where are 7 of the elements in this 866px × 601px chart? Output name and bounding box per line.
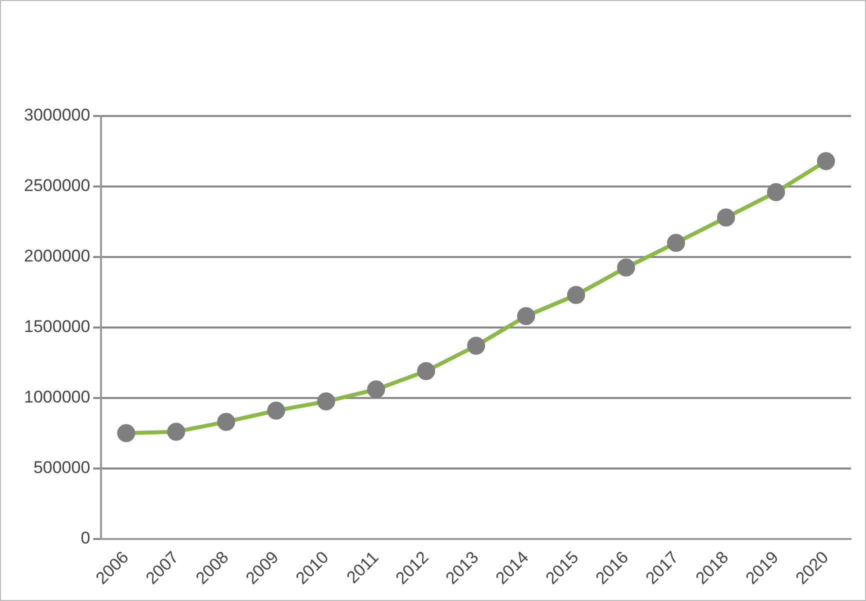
y-tick-label: 500000	[33, 458, 90, 478]
y-tick-label: 3000000	[24, 106, 90, 125]
y-tick-label: 1500000	[24, 317, 90, 336]
y-tick-label: 1000000	[24, 388, 90, 407]
y-tick-label: 0	[80, 528, 90, 548]
y-tick-label: 2500000	[24, 176, 90, 196]
y-tick-label: 2000000	[24, 246, 90, 266]
